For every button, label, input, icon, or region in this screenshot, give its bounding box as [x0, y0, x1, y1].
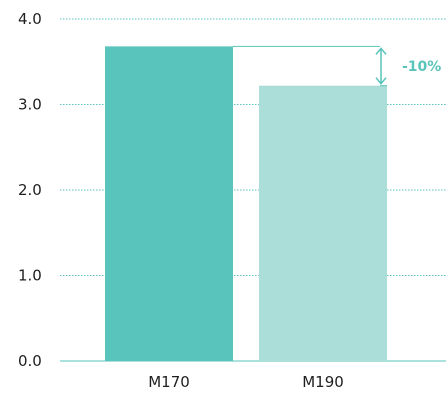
x-axis-labels: M170 M190: [148, 373, 344, 391]
annotation-arrow-head-down: [375, 77, 387, 85]
y-tick-label: 1.0: [18, 267, 42, 285]
y-tick-label: 2.0: [18, 181, 42, 199]
y-tick-label: 0.0: [18, 352, 42, 370]
bar-m170: [105, 46, 233, 362]
x-category-label: M170: [148, 373, 190, 391]
y-tick-label: 4.0: [18, 10, 42, 28]
y-axis-ticks: 0.0 1.0 2.0 3.0 4.0: [18, 10, 42, 370]
difference-annotation: -10%: [233, 45, 441, 87]
annotation-arrow-head-up: [375, 47, 387, 55]
x-category-label: M190: [302, 373, 344, 391]
bar-m190: [259, 85, 387, 361]
bars: [105, 46, 387, 362]
annotation-label: -10%: [402, 59, 441, 75]
y-tick-label: 3.0: [18, 96, 42, 114]
